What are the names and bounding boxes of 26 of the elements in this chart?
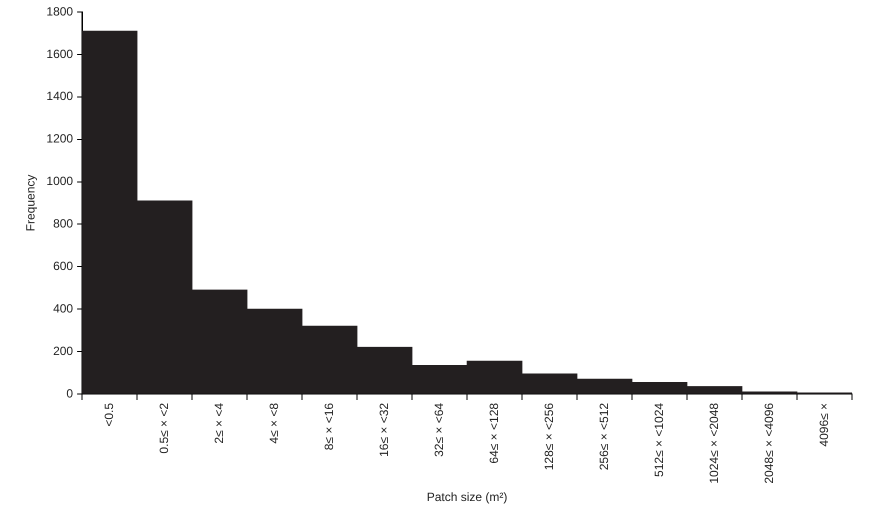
x-tick-label: 2048≤ × <4096 — [762, 402, 776, 484]
x-tick-label: 32≤ × <64 — [432, 402, 446, 457]
x-axis-title: Patch size (m²) — [426, 490, 508, 504]
x-tick-label: 4096≤ × — [816, 402, 831, 447]
y-tick-label: 1800 — [46, 4, 74, 18]
y-tick-label: 1400 — [46, 89, 74, 104]
x-tick-label: 4≤ × <8 — [266, 402, 281, 444]
y-tick-label: 0 — [66, 386, 74, 400]
x-tick-label: 256≤ × <512 — [596, 402, 611, 470]
y-axis-title: Frequency — [24, 174, 38, 232]
y-tick-label: 200 — [53, 344, 74, 358]
x-tick-label: 64≤ × <128 — [486, 402, 501, 464]
x-tick-label: 1024≤ × <2048 — [706, 402, 721, 484]
x-tick-label: 8≤ × <16 — [322, 402, 336, 450]
y-tick-label: 800 — [53, 216, 74, 230]
y-tick-label: 1000 — [46, 174, 74, 188]
y-tick-label: 600 — [53, 258, 74, 273]
x-tick-label: 0.5≤ × <2 — [156, 402, 171, 454]
x-tick-label: <0.5 — [102, 402, 116, 427]
x-tick-label: 2≤ × <4 — [212, 402, 226, 444]
x-tick-label: 16≤ × <32 — [376, 402, 391, 457]
y-tick-label: 1600 — [46, 46, 74, 61]
y-tick-label: 400 — [53, 301, 74, 316]
x-tick-label: 128≤ × <256 — [542, 402, 556, 470]
x-tick-label: 512≤ × <1024 — [652, 402, 666, 477]
y-tick-label: 1200 — [46, 132, 74, 146]
